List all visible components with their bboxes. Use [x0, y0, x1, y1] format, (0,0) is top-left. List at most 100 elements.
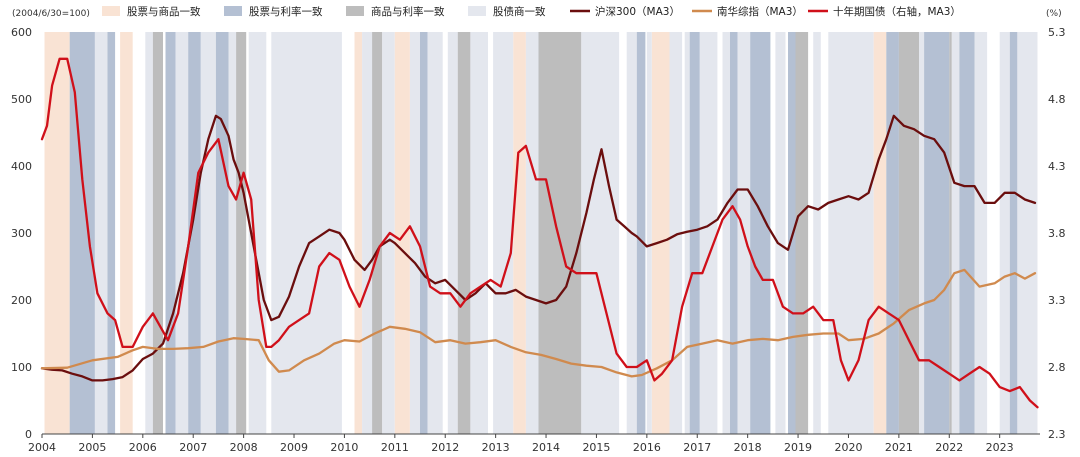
regime-band-regime-stock-rate — [788, 32, 796, 434]
y-left-tick-label: 600 — [11, 26, 32, 39]
regime-band-regime-stock-commodity — [513, 32, 526, 434]
x-tick-label: 2010 — [330, 441, 358, 454]
y-right-tick-label: 5.3 — [1048, 26, 1066, 39]
axes — [41, 433, 1040, 438]
regime-band-regime-stock-bond — [581, 32, 620, 434]
y-right-tick-label: 4.8 — [1048, 93, 1066, 106]
legend-label-regime-stock-bond: 股债商一致 — [493, 5, 546, 18]
regime-band-regime-stock-rate — [69, 32, 95, 434]
series-line-csi300 — [40, 114, 1037, 382]
legend-label-cgb10y: 十年期国债（右轴，MA3） — [833, 5, 961, 18]
right-axis-unit: (%) — [1046, 9, 1062, 19]
y-left-tick-label: 200 — [11, 294, 32, 307]
regime-band-regime-stock-rate — [420, 32, 428, 434]
x-tick-label: 2008 — [230, 441, 258, 454]
regime-band-regime-stock-rate — [750, 32, 771, 434]
regime-band-regime-stock-bond — [447, 32, 458, 434]
y-left-tick-label: 100 — [11, 361, 32, 374]
regime-band-regime-stock-bond — [974, 32, 988, 434]
series-line-nanhua — [40, 268, 1037, 378]
legend-label-regime-stock-rate: 股票与利率一致 — [249, 5, 323, 18]
regime-band-regime-commodity-rate — [898, 32, 920, 434]
regime-band-regime-stock-bond — [271, 32, 342, 434]
x-tick-label: 2020 — [834, 441, 862, 454]
y-right-tick-label: 2.8 — [1048, 361, 1066, 374]
regime-band-regime-commodity-rate — [236, 32, 247, 434]
x-tick-label: 2013 — [482, 441, 510, 454]
regime-band-regime-stock-bond — [646, 32, 652, 434]
regime-band-regime-stock-rate — [165, 32, 176, 434]
regime-band-regime-stock-bond — [919, 32, 924, 434]
regime-band-regime-stock-commodity — [394, 32, 410, 434]
left-axis-note: (2004/6/30=100) — [12, 9, 90, 19]
regime-band-regime-stock-bond — [248, 32, 267, 434]
regime-band-regime-commodity-rate — [538, 32, 582, 434]
regime-band-regime-stock-bond — [145, 32, 153, 434]
regime-bands — [44, 32, 1038, 434]
x-tick-label: 2011 — [381, 441, 409, 454]
regime-band-regime-stock-bond — [775, 32, 786, 434]
regime-band-regime-stock-commodity — [873, 32, 887, 434]
regime-band-regime-commodity-rate — [457, 32, 471, 434]
regime-band-regime-stock-rate — [959, 32, 975, 434]
regime-band-regime-stock-bond — [470, 32, 488, 434]
y-right-tick-label: 4.3 — [1048, 160, 1066, 173]
legend-swatch-regime-stock-rate — [224, 6, 242, 16]
y-left-tick-label: 500 — [11, 93, 32, 106]
regime-band-regime-stock-commodity — [651, 32, 670, 434]
regime-band-regime-stock-bond — [200, 32, 216, 434]
x-tick-label: 2019 — [784, 441, 812, 454]
regime-band-regime-stock-bond — [525, 32, 539, 434]
x-tick-label: 2014 — [532, 441, 560, 454]
regime-band-regime-stock-bond — [1017, 32, 1038, 434]
regime-band-regime-stock-commodity — [44, 32, 70, 434]
regime-band-regime-stock-rate — [636, 32, 646, 434]
x-tick-label: 2018 — [734, 441, 762, 454]
x-tick-label: 2023 — [986, 441, 1014, 454]
regime-band-regime-stock-bond — [951, 32, 960, 434]
y-left-tick-label: 300 — [11, 227, 32, 240]
y-left-tick-label: 0 — [25, 428, 32, 441]
regime-band-regime-stock-bond — [813, 32, 821, 434]
x-tick-label: 2009 — [280, 441, 308, 454]
regime-band-regime-stock-rate — [886, 32, 899, 434]
y-left-tick-label: 400 — [11, 160, 32, 173]
regime-band-regime-commodity-rate — [949, 32, 952, 434]
legend-label-regime-stock-commodity: 股票与商品一致 — [127, 5, 201, 18]
legend-label-regime-commodity-rate: 商品与利率一致 — [371, 5, 445, 18]
regime-band-regime-stock-bond — [362, 32, 373, 434]
regime-band-regime-commodity-rate — [152, 32, 163, 434]
tick-labels: (2004/6/30=100) (%) 2004 2005 2006 2007 2008… — [11, 9, 1066, 454]
regime-band-regime-commodity-rate — [372, 32, 383, 434]
regime-band-regime-stock-bond — [409, 32, 420, 434]
x-tick-label: 2005 — [78, 441, 106, 454]
regime-band-regime-stock-bond — [493, 32, 514, 434]
regime-band-regime-stock-rate — [924, 32, 950, 434]
regime-band-regime-commodity-rate — [795, 32, 809, 434]
regime-band-regime-stock-bond — [94, 32, 108, 434]
regime-band-regime-stock-bond — [427, 32, 443, 434]
x-tick-label: 2012 — [431, 441, 459, 454]
legend-swatch-regime-stock-bond — [468, 6, 486, 16]
regime-band-regime-stock-bond — [999, 32, 1010, 434]
x-tick-label: 2016 — [633, 441, 661, 454]
x-tick-label: 2022 — [935, 441, 963, 454]
series-line-cgb10y — [40, 57, 1039, 409]
x-tick-label: 2017 — [683, 441, 711, 454]
regime-band-regime-stock-rate — [689, 32, 700, 434]
x-tick-label: 2007 — [179, 441, 207, 454]
legend-swatch-regime-stock-commodity — [102, 6, 120, 16]
regime-band-regime-stock-rate — [730, 32, 738, 434]
y-right-tick-label: 2.3 — [1048, 428, 1066, 441]
regime-band-regime-stock-rate — [188, 32, 201, 434]
regime-band-regime-stock-bond — [228, 32, 237, 434]
legend-label-nanhua: 南华综指（MA3） — [717, 5, 803, 18]
regime-band-regime-stock-bond — [828, 32, 874, 434]
y-right-tick-label: 3.3 — [1048, 294, 1066, 307]
regime-band-regime-stock-commodity — [120, 32, 133, 434]
x-tick-label: 2006 — [129, 441, 157, 454]
y-right-tick-label: 3.8 — [1048, 227, 1066, 240]
legend: 股票与商品一致 股票与利率一致 商品与利率一致 股债商一致 沪深300（MA3） 南华综指… — [102, 5, 961, 18]
